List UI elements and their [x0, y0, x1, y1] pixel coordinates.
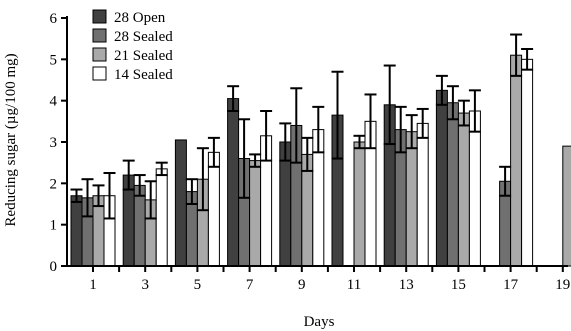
- x-tick-label: 7: [246, 277, 254, 293]
- bar: [70, 195, 83, 267]
- bar: [510, 54, 523, 267]
- y-tick-label: 2: [50, 176, 58, 192]
- x-tick-label: 17: [503, 277, 519, 293]
- bar: [249, 160, 262, 267]
- x-axis-title: Days: [304, 314, 335, 330]
- legend-swatch: [92, 47, 107, 62]
- bar: [468, 110, 481, 267]
- bar: [405, 131, 418, 267]
- legend-swatch: [92, 9, 107, 24]
- y-tick-label: 5: [50, 52, 58, 68]
- y-tick-label: 0: [50, 259, 58, 275]
- legend-label: 28 Open: [114, 10, 166, 26]
- x-tick-label: 5: [194, 277, 202, 293]
- legend: 28 Open 28 Sealed 21 Sealed 14 Sealed: [92, 9, 173, 83]
- bar: [435, 89, 448, 267]
- x-tick-label: 11: [347, 277, 361, 293]
- x-tick-label: 3: [141, 277, 149, 293]
- legend-label: 28 Sealed: [114, 29, 173, 45]
- bar: [174, 139, 187, 267]
- bar: [155, 168, 168, 267]
- bar: [207, 151, 220, 267]
- bar: [353, 141, 366, 267]
- y-tick-label: 1: [50, 218, 58, 234]
- legend-swatch: [92, 66, 107, 81]
- legend-label: 14 Sealed: [114, 67, 173, 83]
- bar: [227, 98, 240, 267]
- y-tick-label: 6: [50, 11, 58, 27]
- bar: [133, 184, 146, 267]
- legend-label: 21 Sealed: [114, 48, 173, 64]
- y-tick-label: 4: [50, 94, 58, 110]
- error-bars-layer: [70, 33, 534, 220]
- bar: [457, 112, 470, 267]
- x-tick-label: 9: [298, 277, 306, 293]
- y-tick-label: 3: [50, 135, 58, 151]
- y-axis-title: Reducing sugar (µg/100 mg): [3, 53, 19, 226]
- x-tick-label: 15: [451, 277, 466, 293]
- bar: [416, 122, 429, 267]
- legend-swatch: [92, 28, 107, 43]
- x-tick-label: 1: [89, 277, 97, 293]
- bars-layer: [70, 54, 571, 267]
- x-tick-label: 19: [555, 277, 570, 293]
- bar: [521, 58, 534, 267]
- x-tick-label: 13: [399, 277, 414, 293]
- bar: [562, 145, 571, 267]
- bar: [446, 102, 459, 267]
